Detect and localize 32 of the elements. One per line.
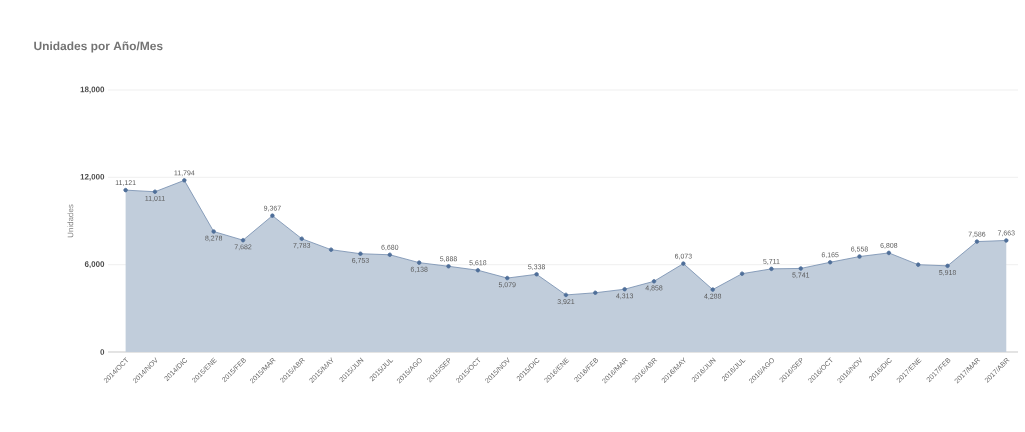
point <box>593 290 598 295</box>
point <box>857 254 862 259</box>
point <box>211 229 216 234</box>
point <box>240 237 246 243</box>
point <box>270 213 275 218</box>
point <box>827 260 833 265</box>
point <box>974 239 980 244</box>
point <box>475 268 481 273</box>
point <box>769 266 774 272</box>
point <box>710 287 715 292</box>
point <box>1004 238 1009 243</box>
point <box>505 275 510 281</box>
point <box>446 264 451 269</box>
point <box>886 250 892 256</box>
point <box>299 236 304 241</box>
point <box>681 261 686 266</box>
point <box>416 260 422 265</box>
point <box>651 279 657 284</box>
point <box>358 251 363 256</box>
point <box>328 247 334 252</box>
point <box>798 266 803 271</box>
point <box>123 187 128 193</box>
point <box>534 272 539 277</box>
point <box>152 189 158 194</box>
chart-title: Unidades por Año/Mes <box>34 41 163 53</box>
point <box>563 292 569 298</box>
point <box>916 262 921 267</box>
point <box>622 287 627 292</box>
point <box>387 252 393 257</box>
point <box>182 178 187 183</box>
point <box>945 263 950 269</box>
point <box>739 271 745 276</box>
